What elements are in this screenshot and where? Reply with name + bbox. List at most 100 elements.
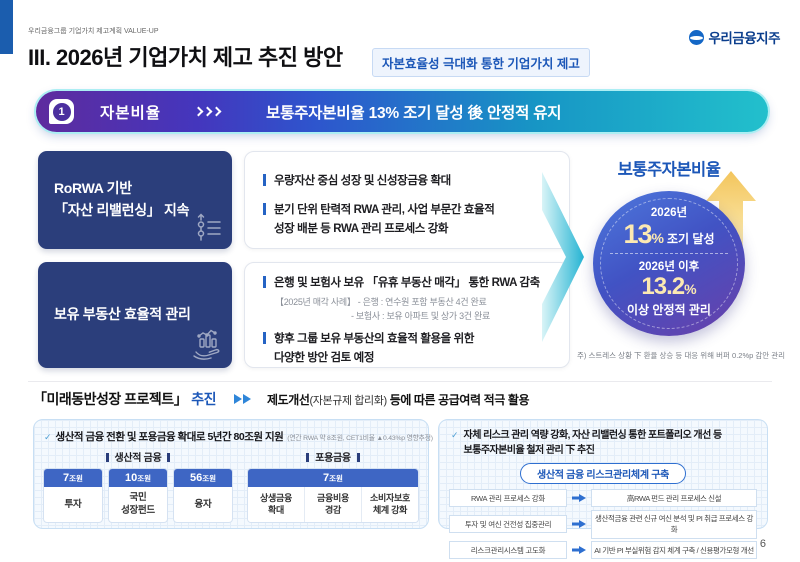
amount-card-label: 투자 (64, 498, 82, 510)
risk-framework-pill: 생산적 금융 리스크관리체계 구축 (519, 463, 687, 484)
chevron-right-icons (193, 106, 222, 117)
label-bar-icon (167, 453, 171, 462)
triangle-icon (242, 394, 251, 404)
woori-logo-icon (689, 29, 705, 45)
bottom-ratio-suffix: 이상 안정적 관리 (627, 302, 711, 317)
project-header: 「미래동반성장 프로젝트」 추진 제도개선(자본규제 합리화) 등에 따른 공급… (33, 389, 530, 409)
amount-card-label: 융자 (194, 498, 212, 510)
dashed-divider (609, 253, 729, 255)
top-ratio-suffix: 조기 달성 (667, 232, 715, 246)
logo-text: 우리금융지주 (708, 31, 780, 46)
triangle-icon (233, 394, 242, 404)
inclusive-group: 포용금융 7조원 상생금융 확대 금융비용 경감 소비자보호 체계 강화 (247, 449, 419, 524)
bullet-item: 우량자산 중심 성장 및 신성장금융 확대 (263, 172, 557, 190)
productive-heading-text: 생산적 금융 전환 및 포용금융 확대로 5년간 80조원 지원 (55, 431, 284, 443)
risk-flow-rows: RWA 관리 프로세스 강화 高RWA 펀드 관리 프로세스 신설 투자 및 여… (439, 489, 767, 559)
chevron-icon (211, 106, 222, 117)
amount-card: 7조원 투자 (43, 468, 103, 524)
productive-cards: 7조원 투자 10조원 국민 성장펀드 56조원 융자 (43, 468, 233, 524)
banner-label: 자본비율 (100, 104, 162, 122)
flow-to: 高RWA 펀드 관리 프로세스 신설 (591, 489, 757, 507)
flow-to: AI 기반 PI 부실위험 감지 체계 구축 / 신용평가모형 개선 (591, 541, 757, 559)
group-label-text: 포용금융 (315, 453, 351, 464)
flow-from: 투자 및 여신 건전성 집중관리 (449, 515, 567, 533)
page-title: III. 2026년 기업가치 제고 추진 방안 (28, 45, 343, 70)
top-ratio-value: 13 (623, 219, 653, 249)
inclusive-amount-card: 7조원 상생금융 확대 금융비용 경감 소비자보호 체계 강화 (247, 468, 419, 524)
section-number: 1 (52, 102, 71, 121)
capital-ratio-title: 보통주자본비율 (617, 161, 721, 179)
amount-card: 10조원 국민 성장펀드 (108, 468, 168, 524)
amount-unit: 조원 (69, 474, 83, 483)
bottom-ratio: 13.2% (593, 274, 745, 299)
amount-card-label: 국민 성장펀드 (121, 492, 155, 516)
project-desc-bold: 제도개선 (266, 392, 310, 407)
productive-panel-heading: ✓ 생산적 금융 전환 및 포용금융 확대로 5년간 80조원 지원 (연간 R… (34, 420, 433, 444)
inclusive-item: 상생금융 확대 (260, 493, 292, 515)
amount-card-header: 7조원 (44, 469, 102, 488)
sale-cases-note-line1: 【2025년 매각 사례】 - 은행 : 연수원 포함 부동산 4건 완료 (275, 297, 487, 308)
big-chevron-right-icon (542, 172, 584, 342)
risk-heading-text: 자체 리스크 관리 역량 강화, 자산 리밸런싱 통한 포트폴리오 개선 등 보… (464, 429, 723, 458)
project-description: 제도개선(자본규제 합리화) 등에 따른 공급여력 적극 활용 (266, 391, 530, 408)
capital-ratio-footnote: 주) 스트레스 상황 下 환율 상승 등 대응 위해 버퍼 0.2%p 감안 관… (577, 351, 786, 360)
strategy2-title: 보유 부동산 효율적 관리 (54, 306, 191, 323)
top-ratio-unit: % (651, 230, 664, 246)
inclusive-items: 상생금융 확대 금융비용 경감 소비자보호 체계 강화 (248, 487, 418, 523)
amount-card: 56조원 융자 (173, 468, 233, 524)
flow-from: 리스크관리시스템 고도화 (449, 541, 567, 559)
page-number: 6 (759, 538, 766, 550)
flow-from: RWA 관리 프로세스 강화 (449, 489, 567, 507)
hand-buildings-icon (193, 329, 220, 360)
bullet-text: 향후 그룹 보유 부동산의 효율적 활용을 위한 다양한 방안 검토 예정 (274, 333, 475, 364)
inclusive-item: 소비자보호 체계 강화 (361, 487, 418, 523)
project-title: 「미래동반성장 프로젝트」 (33, 391, 188, 407)
risk-flow-row: RWA 관리 프로세스 강화 高RWA 펀드 관리 프로세스 신설 (449, 489, 757, 507)
project-desc-note: (자본규제 합리화) (309, 394, 388, 407)
bullet-text: 분기 단위 탄력적 RWA 관리, 사업 부문간 효율적 성장 배분 등 RWA… (274, 204, 495, 235)
amount-value: 10 (124, 472, 138, 484)
bottom-ratio-value: 13.2 (641, 273, 685, 301)
amount-card-header: 10조원 (109, 469, 167, 488)
capital-ratio-circle: 2026년 13% 조기 달성 2026년 이후 13.2% 이상 안정적 관리 (593, 191, 745, 336)
amount-value: 56 (189, 472, 203, 484)
bottom-year: 2026년 이후 (638, 261, 700, 274)
bullet-bar-icon (263, 203, 266, 216)
productive-group: 생산적 금융 7조원 투자 10조원 국민 성장펀드 56조원 융자 (43, 449, 233, 524)
check-icon: ✓ (44, 432, 52, 442)
inclusive-item: 금융비용 경감 (304, 487, 361, 523)
bullet-text: 은행 및 보험사 보유 「유휴 부동산 매각」 통한 RWA 감축 (274, 277, 540, 289)
strategy1-detail-box: 우량자산 중심 성장 및 신성장금융 확대 분기 단위 탄력적 RWA 관리, … (244, 151, 570, 249)
bullet-bar-icon (263, 174, 266, 186)
bullet-item: 향후 그룹 보유 부동산의 효율적 활용을 위한 다양한 방안 검토 예정 (263, 330, 557, 367)
section-divider (28, 381, 772, 382)
label-bar-icon (356, 453, 360, 462)
label-bar-icon (306, 453, 310, 462)
strategy2-title-box: 보유 부동산 효율적 관리 (38, 262, 232, 368)
bullet-bar-icon (263, 276, 266, 288)
bullet-text: 우량자산 중심 성장 및 신성장금융 확대 (274, 175, 451, 187)
bottom-ratio-unit: % (684, 281, 697, 298)
banner-headline: 보통주자본비율 13% 조기 달성 後 안정적 유지 (266, 104, 562, 122)
eyebrow-text: 우리금융그룹 기업가치 제고계획 VALUE-UP (28, 28, 159, 35)
section-number-badge: 1 (49, 99, 74, 124)
amount-value: 7 (63, 472, 70, 484)
project-desc-rest: 등에 따른 공급여력 적극 활용 (386, 392, 530, 407)
risk-panel-heading: ✓ 자체 리스크 관리 역량 강화, 자산 리밸런싱 통한 포트폴리오 개선 등… (439, 420, 767, 458)
amount-unit: 조원 (137, 474, 152, 483)
label-bar-icon (105, 453, 109, 462)
amount-value: 7 (323, 472, 330, 484)
corner-accent-bar (0, 0, 13, 54)
bullet-item: 은행 및 보험사 보유 「유휴 부동산 매각」 통한 RWA 감축 (263, 274, 557, 292)
risk-flow-row: 투자 및 여신 건전성 집중관리 생산적금융 관련 신규 여신 분석 및 PI … (449, 509, 757, 539)
group-label-text: 생산적 금융 (114, 453, 162, 464)
sale-cases-note-line2: - 보험사 : 보유 아파트 및 상가 3건 완료 (351, 310, 490, 321)
bullet-bar-icon (263, 332, 266, 345)
arrow-right-icon (572, 494, 586, 502)
strategy1-title: RoRWA 기반 「자산 리밸런싱」 지속 (54, 180, 190, 218)
amount-card-header: 7조원 (248, 469, 418, 488)
amount-unit: 조원 (202, 474, 217, 483)
top-ratio: 13% 조기 달성 (593, 220, 745, 248)
flow-to: 생산적금융 관련 신규 여신 분석 및 PI 취급 프로세스 강화 (591, 509, 757, 539)
